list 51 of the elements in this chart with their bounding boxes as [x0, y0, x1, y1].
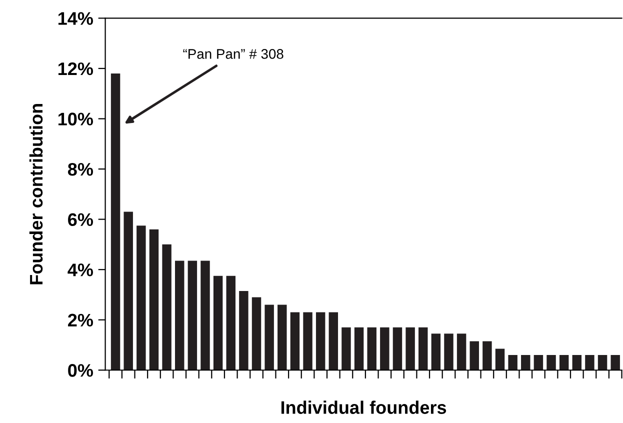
bar — [342, 327, 351, 370]
bar — [521, 355, 530, 370]
bar — [367, 327, 376, 370]
bar — [534, 355, 544, 370]
bar — [354, 327, 364, 370]
bar — [252, 297, 262, 370]
bar — [226, 276, 236, 370]
bar — [444, 334, 454, 370]
y-tick-label: 6% — [68, 213, 94, 226]
bar — [392, 327, 402, 370]
y-tick-label: 8% — [68, 162, 94, 176]
y-tick-label: 0% — [68, 364, 94, 377]
bar — [328, 312, 338, 370]
bar — [316, 312, 326, 370]
y-axis-title: Founder contribution — [29, 104, 43, 284]
bar — [162, 244, 172, 370]
bar — [585, 355, 594, 370]
bar — [188, 260, 198, 370]
bar — [175, 260, 184, 370]
bar — [239, 290, 248, 370]
bar — [303, 312, 312, 370]
bar — [380, 327, 390, 370]
bar — [495, 348, 505, 370]
annotation: “Pan Pan” # 308 — [183, 49, 284, 59]
bar — [508, 355, 518, 370]
bar — [572, 355, 582, 370]
y-tick-label: 12% — [58, 62, 94, 76]
y-tick-label: 4% — [68, 264, 94, 276]
bar — [136, 226, 146, 370]
bar — [124, 212, 133, 370]
bar — [418, 327, 428, 370]
x-axis-title: Individual founders — [281, 400, 446, 414]
y-tick-label: 10% — [58, 112, 94, 126]
bar — [470, 341, 479, 370]
bar — [598, 355, 608, 370]
bar — [546, 355, 556, 370]
bar — [456, 334, 466, 370]
y-tick-label: 2% — [68, 314, 94, 327]
bar — [213, 276, 223, 370]
y-tick-label: 14% — [58, 12, 94, 25]
bar — [559, 355, 569, 370]
bar — [149, 229, 159, 370]
bar — [264, 304, 274, 370]
bar — [200, 260, 210, 370]
bar — [406, 327, 415, 370]
bar — [431, 334, 441, 370]
bar — [482, 341, 492, 370]
bar — [110, 73, 120, 370]
bar — [278, 304, 287, 370]
bar — [290, 312, 300, 370]
bar — [610, 355, 620, 370]
